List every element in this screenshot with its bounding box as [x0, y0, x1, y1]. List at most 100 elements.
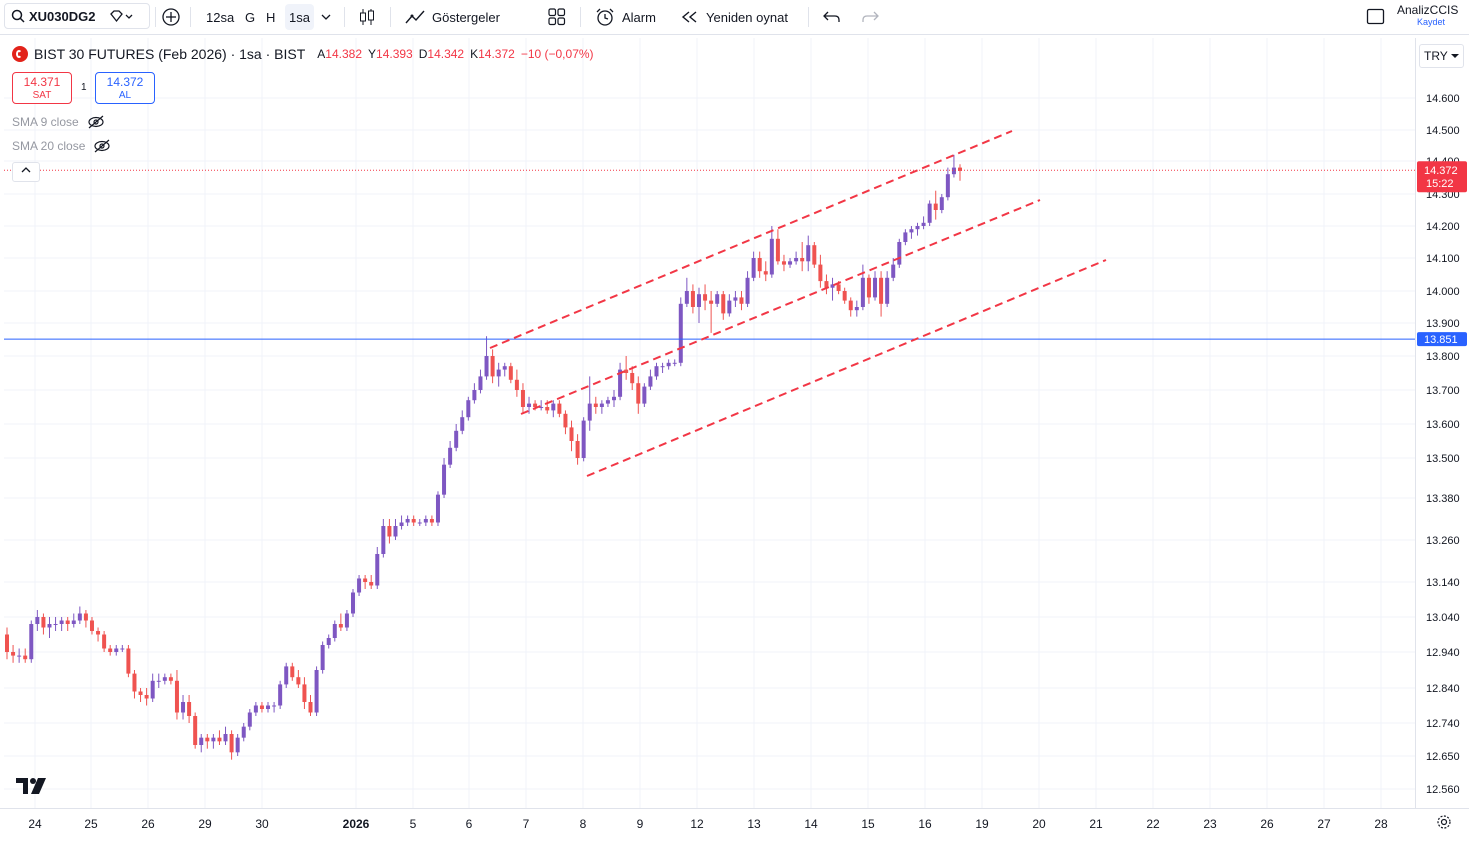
candle	[47, 617, 52, 638]
candle	[800, 242, 805, 272]
candle	[89, 617, 94, 635]
alarm-button[interactable]: Alarm	[594, 0, 656, 34]
candle	[873, 271, 878, 301]
candle-body	[326, 638, 331, 645]
tradingview-logo[interactable]	[16, 776, 48, 802]
candle-body	[114, 648, 119, 652]
candle-body	[193, 716, 198, 745]
candle	[830, 277, 835, 301]
candle	[794, 251, 799, 265]
candle	[114, 645, 119, 656]
candle-body	[223, 734, 228, 742]
time-axis[interactable]: 24 25 26 29 30 2026 5 6 7 8 9 12 13 14 15 16 19 20 21 22 23 2…	[0, 808, 1469, 840]
candle	[678, 297, 683, 367]
interval-1h-active[interactable]: 1sa	[285, 4, 314, 30]
candle-body	[593, 403, 598, 407]
redo-button[interactable]	[860, 0, 880, 34]
candle-body	[144, 695, 149, 699]
eye-off-icon[interactable]	[93, 139, 111, 153]
candle	[387, 519, 392, 544]
turkey-flag-icon	[12, 46, 28, 62]
candle-body	[35, 617, 40, 624]
replay-button[interactable]: Yeniden oynat	[680, 0, 788, 34]
interval-day[interactable]: G	[245, 9, 256, 25]
candle-body	[842, 291, 847, 301]
compare-dropdown-button[interactable]	[108, 0, 134, 34]
candle	[818, 254, 823, 288]
candle-body	[375, 554, 380, 586]
candle-body	[314, 670, 319, 713]
indicator-sma20[interactable]: SMA 20 close	[12, 139, 111, 153]
price-tick-label: 13.040	[1426, 612, 1460, 624]
price-axis-labels: 14.60014.50014.40014.30014.20014.10014.0…	[1417, 93, 1467, 796]
currency-selector[interactable]: TRY	[1419, 44, 1464, 68]
spread-value: 1	[81, 82, 87, 93]
price-tick-label: 13.600	[1426, 419, 1460, 431]
candle-body	[788, 261, 793, 265]
add-symbol-button[interactable]	[161, 0, 181, 34]
candle	[721, 291, 726, 320]
sell-button[interactable]: 14.371 SAT	[12, 72, 72, 104]
settings-button[interactable]	[1436, 814, 1452, 833]
buy-button[interactable]: 14.372 AL	[95, 72, 155, 104]
candle	[921, 216, 926, 230]
candle-body	[751, 258, 756, 278]
indicator-sma9[interactable]: SMA 9 close	[12, 115, 105, 129]
collapse-legend-button[interactable]	[12, 162, 40, 182]
candle-body	[29, 624, 34, 660]
interval-week[interactable]: H	[266, 9, 276, 25]
candle-body	[435, 494, 440, 523]
candle-body	[156, 680, 161, 682]
candlestick-chart[interactable]	[4, 38, 1415, 808]
symbol-search[interactable]: XU030DG2	[4, 3, 150, 29]
candle-body	[272, 705, 277, 707]
candle-body	[873, 277, 878, 298]
candle	[514, 369, 519, 397]
candle-body	[605, 400, 610, 404]
candle-body	[824, 281, 829, 288]
save-link[interactable]: Kaydet	[1417, 17, 1446, 27]
candle-body	[399, 522, 404, 526]
candle-body	[296, 677, 301, 685]
channel-trendline	[586, 259, 1107, 477]
candle	[454, 424, 459, 452]
candle-body	[241, 726, 246, 738]
candle-body	[854, 307, 859, 311]
candle	[648, 369, 653, 390]
interval-dropdown[interactable]	[320, 0, 332, 34]
candle-body	[733, 297, 738, 301]
candle-body	[533, 403, 538, 407]
candle-body	[83, 613, 88, 621]
chart-type-button[interactable]	[358, 0, 376, 34]
candle	[247, 709, 252, 731]
undo-button[interactable]	[822, 0, 842, 34]
open-value: 14.382	[325, 47, 362, 61]
layouts-button[interactable]	[548, 0, 566, 34]
fullscreen-button[interactable]	[1366, 0, 1386, 34]
candle	[296, 670, 301, 688]
candle	[587, 376, 592, 431]
instrument-title[interactable]: BIST 30 FUTURES (Feb 2026) · 1sa · BIST	[34, 46, 306, 62]
close-label: K	[470, 47, 479, 61]
candle-body	[618, 369, 623, 397]
candle	[350, 589, 355, 617]
user-menu[interactable]: AnalizCCIS Kaydet	[1397, 4, 1469, 28]
candle	[102, 631, 107, 652]
candle	[696, 287, 701, 323]
eye-off-icon[interactable]	[87, 115, 105, 129]
candle	[138, 688, 143, 702]
candle	[539, 400, 544, 411]
candle	[59, 617, 64, 631]
time-tick-label: 30	[255, 817, 269, 831]
interval-12h[interactable]: 12sa	[206, 9, 235, 25]
toolbar-divider	[190, 7, 191, 27]
candle-body	[757, 258, 762, 272]
candle	[733, 291, 738, 307]
candle-body	[781, 261, 786, 265]
indicators-button[interactable]: Göstergeler	[404, 0, 500, 34]
time-tick-label: 13	[747, 817, 761, 831]
price-axis[interactable]: 14.60014.50014.40014.30014.20014.10014.0…	[1415, 38, 1469, 808]
search-icon	[11, 9, 25, 23]
chart-pane[interactable]	[4, 38, 1415, 808]
candle-body	[266, 705, 271, 709]
